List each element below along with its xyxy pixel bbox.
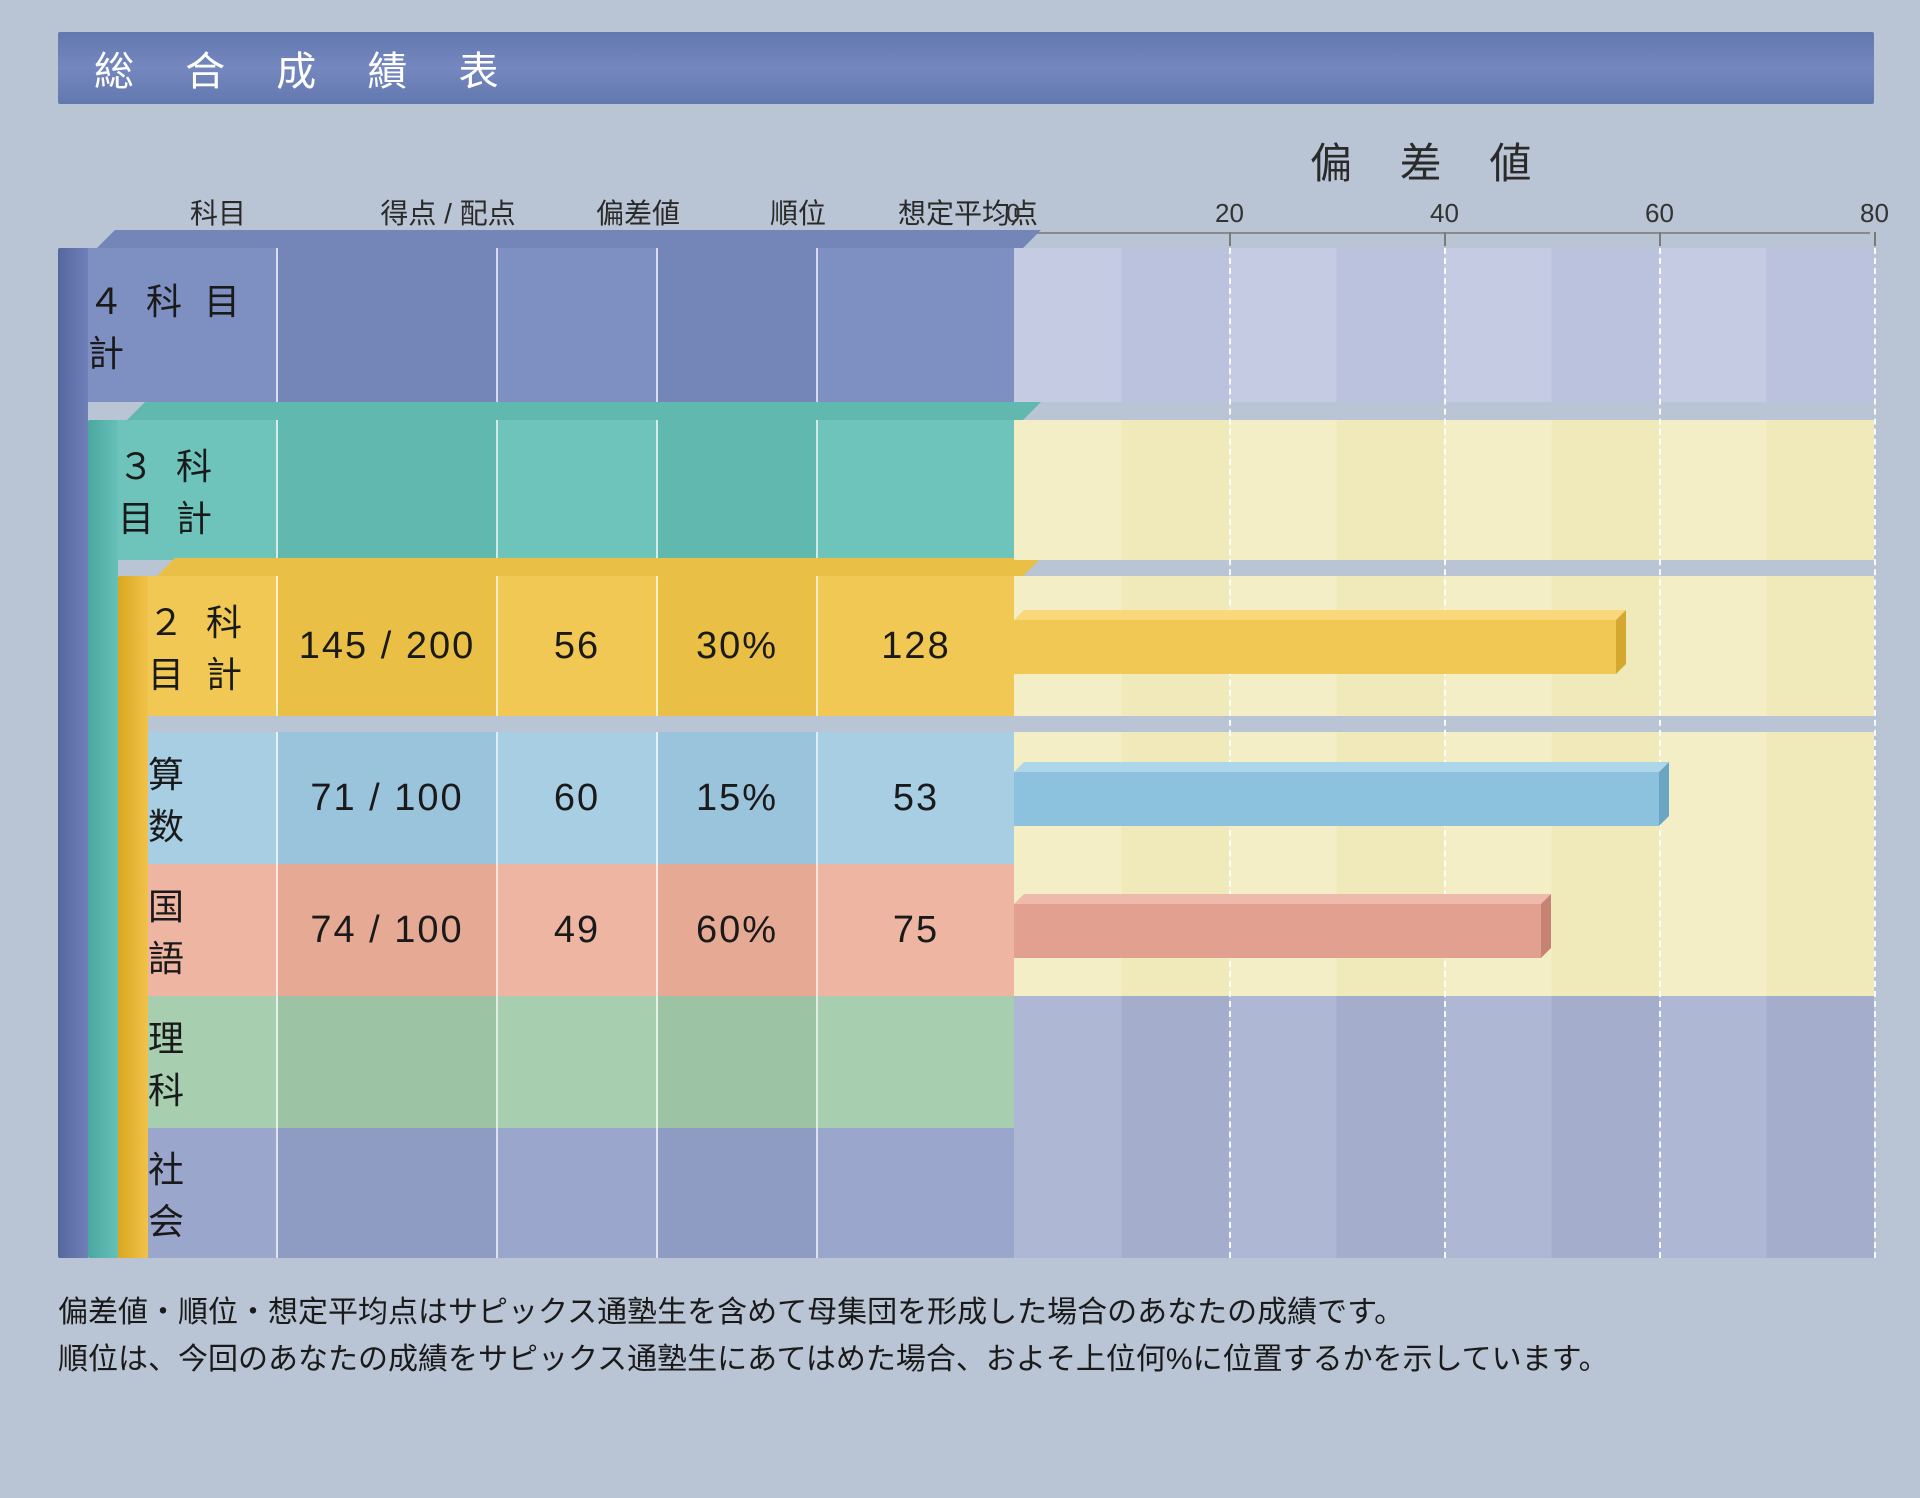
col-subject: 科目 (158, 192, 278, 232)
bevel-total4 (97, 230, 1041, 248)
cell-social-rank (658, 1128, 818, 1258)
cell-total3-deviation (498, 420, 658, 560)
cell-japanese-subject: 国 語 (148, 864, 278, 996)
axis-tickmark-80 (1874, 232, 1876, 246)
bar-total2 (1014, 610, 1616, 674)
bar-side-total2 (1616, 610, 1626, 674)
bar-side-japanese (1541, 894, 1551, 958)
cell-japanese-score: 74 / 100 (278, 864, 498, 996)
cell-total3-score (278, 420, 498, 560)
bar-japanese (1014, 894, 1541, 958)
cell-math-est_avg: 53 (818, 732, 1014, 864)
footnote-line2: 順位は、今回のあなたの成績をサピックス通塾生にあてはめた場合、およそ上位何%に位… (58, 1337, 1874, 1384)
bar-face-math (1014, 772, 1659, 826)
bar-top-math (1014, 762, 1669, 772)
cell-total2-est_avg: 128 (818, 576, 1014, 716)
cell-total4-rank (658, 248, 818, 402)
cell-science-rank (658, 996, 818, 1128)
cell-social-deviation (498, 1128, 658, 1258)
cell-total4-score (278, 248, 498, 402)
cell-total4-deviation (498, 248, 658, 402)
row-math: 算 数71 / 1006015%53 (148, 732, 1014, 864)
cell-total4-subject: ４科目計 (88, 248, 278, 402)
slab-total2 (118, 576, 148, 1258)
row-total2: ２科目計145 / 2005630%128 (148, 576, 1014, 716)
cell-social-subject: 社 会 (148, 1128, 278, 1258)
cell-social-score (278, 1128, 498, 1258)
bar-face-japanese (1014, 904, 1541, 958)
cell-japanese-rank: 60% (658, 864, 818, 996)
cell-science-deviation (498, 996, 658, 1128)
cell-total3-rank (658, 420, 818, 560)
cell-total2-deviation: 56 (498, 576, 658, 716)
col-score: 得点 / 配点 (348, 192, 548, 232)
bevel-total3 (127, 402, 1041, 420)
bar-math (1014, 762, 1659, 826)
footnote: 偏差値・順位・想定平均点はサピックス通塾生を含めて母集団を形成した場合のあなたの… (58, 1290, 1874, 1383)
col-rank: 順位 (738, 192, 858, 232)
row-science: 理 科 (148, 996, 1014, 1128)
axis-tick-80: 80 (1860, 198, 1889, 229)
cell-science-subject: 理 科 (148, 996, 278, 1128)
axis-tick-40: 40 (1430, 198, 1459, 229)
col-est-avg: 想定平均点 (878, 192, 1058, 232)
cell-math-rank: 15% (658, 732, 818, 864)
cell-math-subject: 算 数 (148, 732, 278, 864)
slab-total3 (88, 420, 118, 1258)
axis-tick-60: 60 (1645, 198, 1674, 229)
cell-science-est_avg (818, 996, 1014, 1128)
deviation-header: 偏 差 値 (1310, 130, 1549, 191)
bar-grid-60 (1659, 248, 1661, 1258)
row-total4: ４科目計 (88, 248, 1014, 402)
score-table: ４科目計 ３科目計 ２科目計145 / 2005630%128 算 数71 / 100… (58, 248, 1014, 1258)
cell-total2-subject: ２科目計 (148, 576, 278, 716)
bevel-total2 (157, 558, 1041, 576)
bar-side-math (1659, 762, 1669, 826)
cell-total3-subject: ３科目計 (118, 420, 278, 560)
footnote-line1: 偏差値・順位・想定平均点はサピックス通塾生を含めて母集団を形成した場合のあなたの… (58, 1290, 1874, 1337)
row-japanese: 国 語74 / 1004960%75 (148, 864, 1014, 996)
cell-total4-est_avg (818, 248, 1014, 402)
cell-social-est_avg (818, 1128, 1014, 1258)
axis-tickmark-60 (1659, 232, 1661, 246)
deviation-bars (1014, 248, 1874, 1258)
slab-total4 (58, 248, 88, 1258)
cell-total2-score: 145 / 200 (278, 576, 498, 716)
bar-grid-80 (1874, 248, 1876, 1258)
cell-math-score: 71 / 100 (278, 732, 498, 864)
page-title: 総 合 成 績 表 (94, 39, 518, 97)
cell-japanese-est_avg: 75 (818, 864, 1014, 996)
cell-science-score (278, 996, 498, 1128)
cell-japanese-deviation: 49 (498, 864, 658, 996)
cell-total2-rank: 30% (658, 576, 818, 716)
axis-tickmark-40 (1444, 232, 1446, 246)
bar-grid-40 (1444, 248, 1446, 1258)
axis-tick-20: 20 (1215, 198, 1244, 229)
row-social: 社 会 (148, 1128, 1014, 1258)
cell-math-deviation: 60 (498, 732, 658, 864)
col-deviation: 偏差値 (578, 192, 698, 232)
bar-top-total2 (1014, 610, 1626, 620)
axis-tick-0: 0 (1006, 198, 1020, 229)
title-banner: 総 合 成 績 表 (58, 32, 1874, 104)
row-total3: ３科目計 (118, 420, 1014, 560)
bar-top-japanese (1014, 894, 1551, 904)
bar-grid-20 (1229, 248, 1231, 1258)
axis-tickmark-20 (1229, 232, 1231, 246)
bar-face-total2 (1014, 620, 1616, 674)
cell-total3-est_avg (818, 420, 1014, 560)
axis-rule (1014, 232, 1870, 234)
